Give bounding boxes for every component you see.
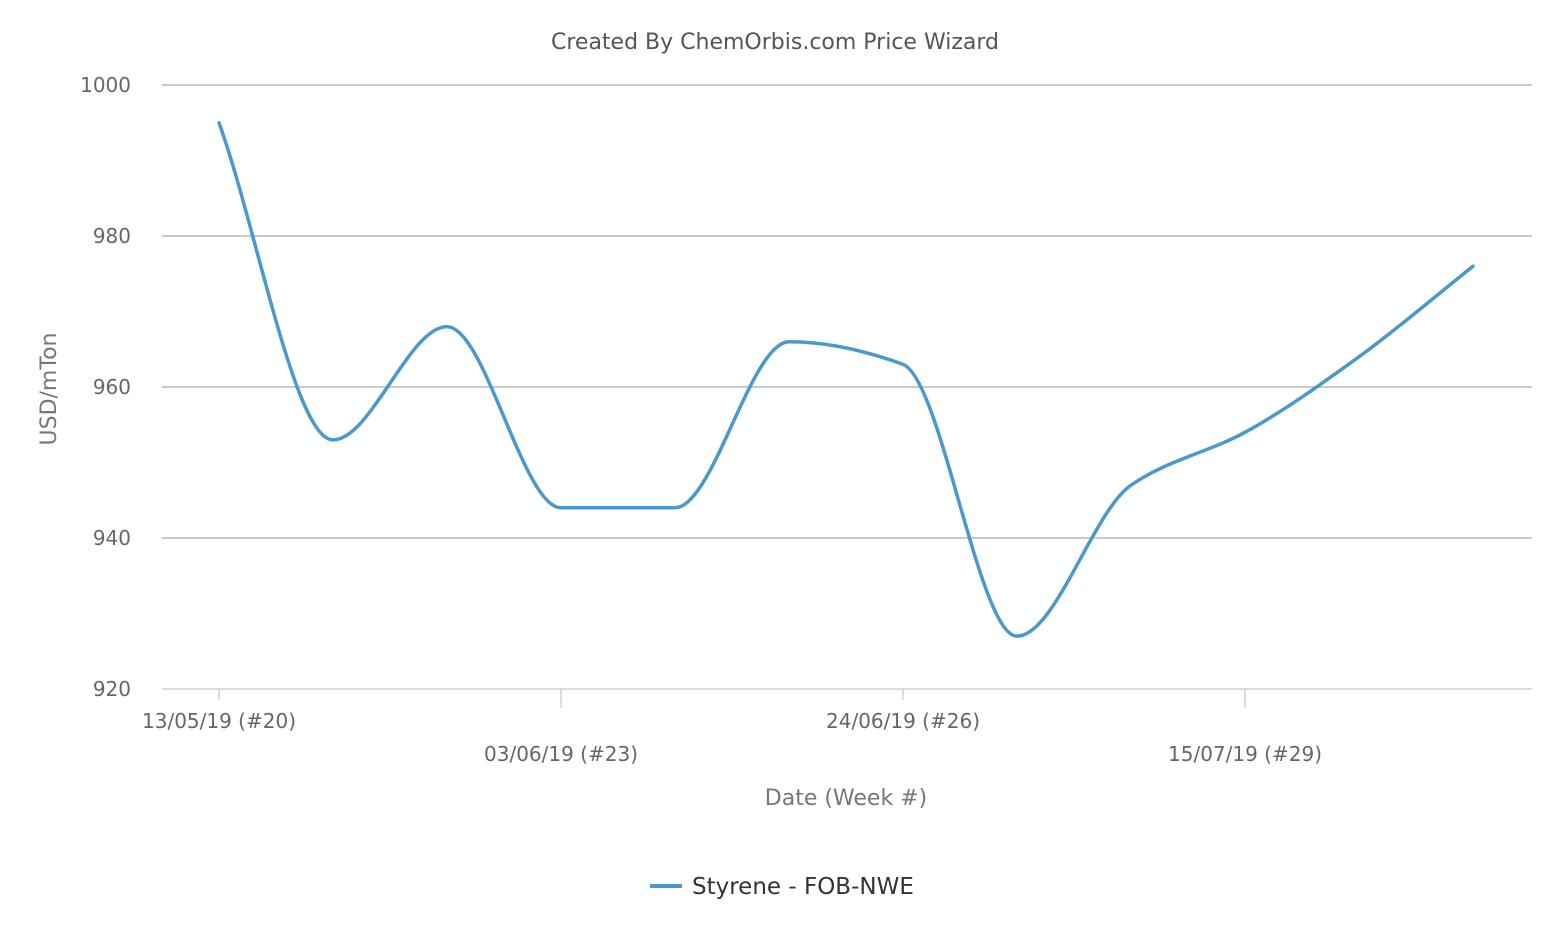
y-axis-title: USD/mTon	[37, 333, 62, 446]
grid-lines	[162, 84, 1532, 539]
chart-title: Created By ChemOrbis.com Price Wizard	[551, 30, 999, 55]
series-line	[217, 121, 1475, 638]
x-tick-label: 13/05/19 (#20)	[142, 709, 296, 733]
y-axis-ticks: 1000 980 960 940 920	[80, 73, 131, 701]
y-tick-label: 980	[93, 224, 131, 248]
legend[interactable]: Styrene - FOB-NWE	[650, 874, 914, 900]
y-tick-label: 940	[93, 526, 131, 550]
x-tick-label: 15/07/19 (#29)	[1168, 742, 1322, 766]
x-axis-title: Date (Week #)	[765, 786, 927, 811]
y-tick-label: 920	[93, 677, 131, 701]
x-tick-label: 03/06/19 (#23)	[484, 742, 638, 766]
x-axis-ticks: 13/05/19 (#20) 03/06/19 (#23) 24/06/19 (#2…	[142, 689, 1322, 766]
series-layer	[217, 121, 1475, 638]
y-tick-label: 1000	[80, 73, 131, 97]
x-tick-label: 24/06/19 (#26)	[826, 709, 980, 733]
legend-label: Styrene - FOB-NWE	[692, 874, 914, 900]
y-tick-label: 960	[93, 375, 131, 399]
